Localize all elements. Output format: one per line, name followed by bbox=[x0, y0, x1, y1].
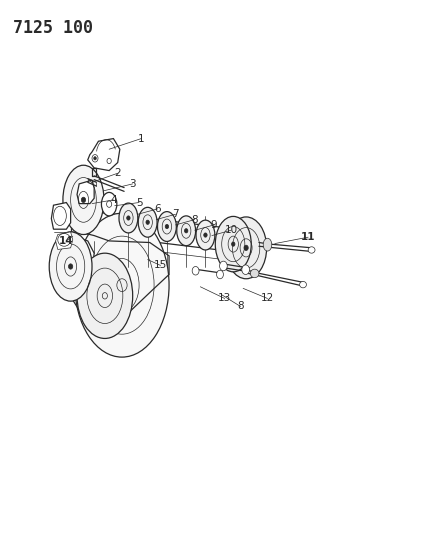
Ellipse shape bbox=[226, 217, 267, 279]
Circle shape bbox=[94, 157, 96, 160]
Ellipse shape bbox=[263, 238, 272, 251]
Circle shape bbox=[184, 229, 188, 233]
Circle shape bbox=[242, 265, 250, 274]
Text: 5: 5 bbox=[136, 198, 143, 207]
Text: 12: 12 bbox=[261, 294, 274, 303]
Ellipse shape bbox=[49, 232, 92, 301]
Circle shape bbox=[68, 264, 73, 269]
Ellipse shape bbox=[250, 269, 259, 278]
Text: 7: 7 bbox=[172, 209, 179, 219]
Ellipse shape bbox=[196, 220, 215, 250]
Circle shape bbox=[204, 233, 207, 237]
Text: 9: 9 bbox=[211, 220, 217, 230]
Circle shape bbox=[217, 270, 223, 279]
Ellipse shape bbox=[101, 192, 117, 216]
Circle shape bbox=[81, 197, 86, 203]
Circle shape bbox=[220, 261, 227, 271]
Text: 8: 8 bbox=[237, 302, 244, 311]
Text: 7125 100: 7125 100 bbox=[13, 19, 93, 37]
Text: 6: 6 bbox=[154, 204, 161, 214]
Ellipse shape bbox=[300, 281, 306, 288]
Ellipse shape bbox=[308, 247, 315, 253]
Text: 8: 8 bbox=[191, 215, 198, 224]
Text: 4: 4 bbox=[110, 195, 117, 205]
Text: 11: 11 bbox=[301, 232, 315, 242]
Ellipse shape bbox=[158, 212, 176, 241]
Ellipse shape bbox=[75, 213, 169, 357]
Text: 1: 1 bbox=[138, 134, 145, 143]
Circle shape bbox=[165, 224, 169, 229]
Polygon shape bbox=[77, 180, 94, 204]
Circle shape bbox=[127, 216, 130, 220]
Ellipse shape bbox=[119, 203, 138, 233]
Text: 14: 14 bbox=[59, 236, 74, 246]
Circle shape bbox=[192, 266, 199, 275]
Ellipse shape bbox=[138, 207, 157, 237]
Text: 10: 10 bbox=[225, 225, 238, 235]
Ellipse shape bbox=[215, 216, 251, 272]
Circle shape bbox=[244, 245, 248, 251]
Circle shape bbox=[146, 220, 149, 224]
Polygon shape bbox=[54, 237, 94, 290]
Ellipse shape bbox=[177, 216, 196, 246]
Ellipse shape bbox=[63, 165, 104, 235]
Polygon shape bbox=[56, 232, 73, 249]
Polygon shape bbox=[51, 203, 71, 229]
Ellipse shape bbox=[77, 253, 133, 338]
Polygon shape bbox=[88, 139, 120, 171]
Text: 3: 3 bbox=[129, 179, 136, 189]
Text: 13: 13 bbox=[218, 294, 231, 303]
Text: 15: 15 bbox=[154, 261, 167, 270]
Circle shape bbox=[232, 242, 235, 246]
Text: 2: 2 bbox=[114, 168, 121, 178]
